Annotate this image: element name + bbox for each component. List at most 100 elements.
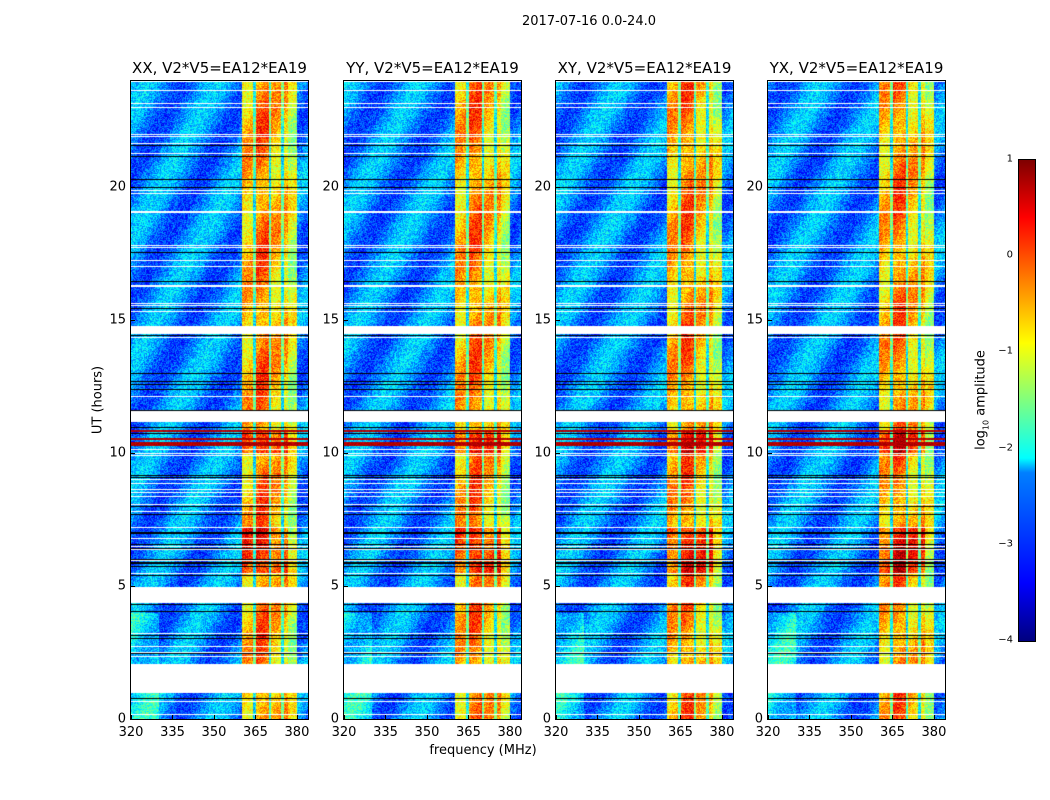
- x-tick-label: 350: [838, 725, 864, 740]
- x-tick-label: 365: [456, 725, 481, 740]
- y-tick-mark: [131, 187, 135, 189]
- x-tick-mark: [768, 715, 769, 719]
- y-tick-label: 0: [542, 711, 551, 727]
- x-tick-mark: [509, 715, 511, 719]
- x-tick-mark: [172, 715, 174, 719]
- colorbar-tick-label: −4: [998, 634, 1013, 646]
- colorbar: [1018, 159, 1036, 642]
- heatmap-cells: [131, 81, 308, 719]
- y-tick-label: 15: [746, 312, 763, 328]
- y-tick-label: 15: [109, 312, 126, 328]
- y-tick-mark: [556, 719, 560, 720]
- y-tick-label: 20: [322, 179, 339, 195]
- y-tick-label: 0: [117, 711, 126, 727]
- x-tick-label: 335: [797, 725, 822, 740]
- colorbar-tick-label: 1: [1006, 153, 1013, 165]
- heatmap-cells: [768, 81, 945, 719]
- x-tick-mark: [556, 715, 557, 719]
- x-tick-label: 320: [755, 725, 781, 740]
- y-axis-label: UT (hours): [90, 365, 106, 435]
- heatmap-cells: [344, 81, 521, 719]
- y-tick-mark: [768, 719, 772, 720]
- y-tick-label: 20: [534, 179, 551, 195]
- x-tick-label: 350: [626, 725, 652, 740]
- y-tick-mark: [344, 453, 348, 455]
- x-tick-mark: [255, 715, 257, 719]
- figure-title: 2017-07-16 0.0-24.0: [522, 14, 656, 29]
- x-tick-mark: [213, 715, 215, 719]
- x-tick-label: 365: [668, 725, 693, 740]
- x-tick-mark: [385, 715, 387, 719]
- x-tick-label: 335: [373, 725, 398, 740]
- y-tick-label: 10: [322, 445, 339, 461]
- y-tick-label: 5: [117, 578, 126, 594]
- y-tick-label: 5: [542, 578, 551, 594]
- x-tick-label: 380: [921, 725, 947, 740]
- heatmap-cells: [556, 81, 733, 719]
- x-tick-mark: [597, 715, 599, 719]
- x-axis-label: frequency (MHz): [429, 743, 537, 758]
- colorbar-tick-label: −3: [998, 538, 1013, 550]
- y-tick-label: 10: [746, 445, 763, 461]
- x-tick-mark: [850, 715, 852, 719]
- x-tick-mark: [680, 715, 682, 719]
- x-tick-mark: [638, 715, 640, 719]
- colorbar-label-rest: amplitude: [973, 350, 989, 420]
- x-tick-mark: [721, 715, 723, 719]
- y-tick-label: 0: [330, 711, 339, 727]
- x-tick-label: 365: [243, 725, 268, 740]
- x-tick-mark: [426, 715, 428, 719]
- x-tick-label: 380: [497, 725, 523, 740]
- y-tick-label: 5: [330, 578, 339, 594]
- panel-title: YX, V2*V5=EA12*EA19: [769, 59, 944, 77]
- x-tick-mark: [344, 715, 345, 719]
- y-tick-label: 20: [109, 179, 126, 195]
- x-tick-label: 350: [414, 725, 440, 740]
- panel-title: YY, V2*V5=EA12*EA19: [346, 59, 519, 77]
- y-tick-mark: [768, 187, 772, 189]
- colorbar-label-main: log: [973, 430, 989, 450]
- y-tick-label: 5: [754, 578, 763, 594]
- heatmap-panel-1: [343, 80, 522, 720]
- panel-title: XX, V2*V5=EA12*EA19: [132, 59, 307, 77]
- y-tick-label: 0: [754, 711, 763, 727]
- y-tick-mark: [344, 719, 348, 720]
- x-tick-label: 335: [160, 725, 185, 740]
- y-tick-label: 15: [322, 312, 339, 328]
- y-tick-mark: [131, 586, 135, 588]
- y-tick-mark: [344, 320, 348, 322]
- x-tick-mark: [468, 715, 470, 719]
- y-tick-mark: [768, 586, 772, 588]
- colorbar-tick-label: −2: [998, 442, 1013, 454]
- y-tick-mark: [556, 187, 560, 189]
- x-tick-label: 380: [284, 725, 310, 740]
- y-tick-mark: [344, 187, 348, 189]
- x-tick-label: 320: [543, 725, 569, 740]
- x-tick-mark: [933, 715, 935, 719]
- y-tick-mark: [131, 719, 135, 720]
- x-tick-mark: [296, 715, 298, 719]
- panel-title: XY, V2*V5=EA12*EA19: [557, 59, 732, 77]
- y-tick-mark: [556, 586, 560, 588]
- colorbar-tick-label: −1: [998, 345, 1013, 357]
- x-tick-label: 335: [585, 725, 610, 740]
- y-tick-label: 10: [109, 445, 126, 461]
- y-tick-label: 20: [746, 179, 763, 195]
- y-tick-mark: [131, 320, 135, 322]
- colorbar-label-sub: 10: [981, 419, 991, 431]
- heatmap-panel-3: [767, 80, 946, 720]
- y-tick-mark: [344, 586, 348, 588]
- y-tick-label: 10: [534, 445, 551, 461]
- x-tick-label: 320: [118, 725, 144, 740]
- y-tick-mark: [768, 320, 772, 322]
- colorbar-tick-label: 0: [1006, 249, 1013, 261]
- x-tick-mark: [809, 715, 811, 719]
- x-tick-mark: [131, 715, 132, 719]
- colorbar-label: log10 amplitude: [974, 350, 991, 450]
- y-tick-mark: [556, 320, 560, 322]
- y-tick-mark: [556, 453, 560, 455]
- x-tick-label: 380: [709, 725, 735, 740]
- y-tick-mark: [768, 453, 772, 455]
- x-tick-label: 350: [201, 725, 227, 740]
